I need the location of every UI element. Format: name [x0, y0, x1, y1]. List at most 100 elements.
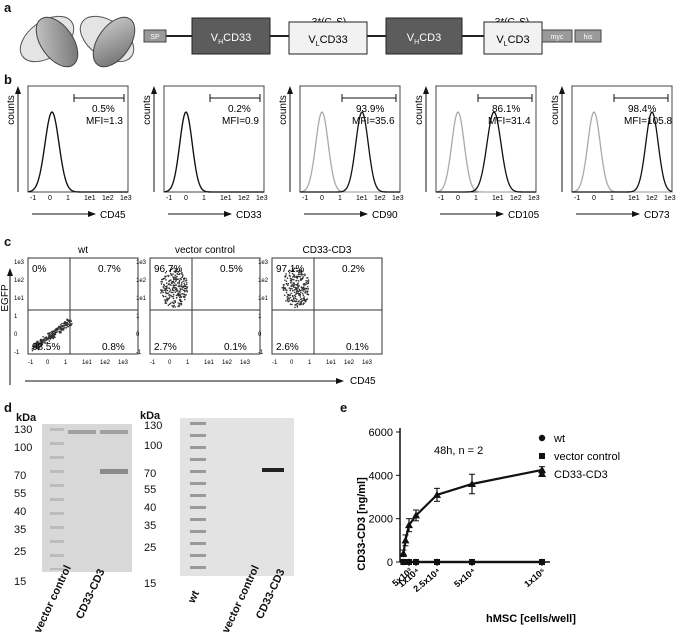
- kda-marker: 15: [14, 576, 27, 588]
- gel1-kda-label: kDa: [16, 412, 37, 424]
- kda-marker: 130: [14, 424, 33, 436]
- tick-label: 0: [168, 360, 172, 366]
- tick-label: -1: [302, 195, 308, 202]
- counts-axis-label: counts: [550, 95, 561, 124]
- dotplot-title: wt: [77, 245, 88, 256]
- tick-label: 1e1: [204, 360, 215, 366]
- his-label: his: [584, 34, 593, 41]
- tick-label: 1e1: [84, 195, 96, 202]
- tick-label: 1e1: [82, 360, 93, 366]
- tick-label: 0: [258, 332, 262, 338]
- tick-label: 1: [14, 314, 18, 320]
- point-triangle: [399, 549, 408, 557]
- tick-label: 1: [64, 360, 68, 366]
- tick-label: 1e2: [646, 195, 658, 202]
- dotplot-title: CD33-CD3: [303, 245, 352, 256]
- tick-label: 1: [308, 360, 312, 366]
- panel-label-b: b: [4, 72, 12, 87]
- point-triangle: [405, 521, 413, 529]
- myc-label: myc: [551, 34, 564, 41]
- vl-cd3-label: VLCD3: [496, 34, 529, 48]
- sp-segment: [143, 29, 167, 43]
- gate-mfi: MFI=1.3: [86, 116, 123, 127]
- chart-ylabel: CD33-CD3 [ng/ml]: [356, 477, 368, 571]
- gate-percent: 93.9%: [356, 104, 384, 115]
- elisa-chart: CD33-CD3 [ng/ml] hMSC [cells/well] 48h, …: [356, 427, 620, 625]
- tick-label: 0: [46, 360, 50, 366]
- dotplot-row: EGFP CD45 wt 0% 0.7% 98.5% 0.8% -1 0 1 1e1 1e2 1e3…: [0, 245, 383, 387]
- antibody-schematic-icon: [19, 15, 136, 68]
- tick-label: -1: [30, 195, 36, 202]
- gate-percent: 0.5%: [92, 104, 115, 115]
- kda-marker: 70: [14, 470, 27, 482]
- tick-label: 1e2: [344, 360, 355, 366]
- tick-label: -1: [272, 360, 278, 366]
- quadrant-ll: 2.7%: [154, 342, 177, 353]
- tick-label: 1e3: [392, 195, 404, 202]
- tick-label: 1: [338, 195, 342, 202]
- kda-marker: 35: [14, 524, 27, 536]
- tick-label: 1: [136, 314, 140, 320]
- counts-axis-label: counts: [6, 95, 17, 124]
- tick-label: -1: [14, 350, 20, 356]
- dotplot-title: vector control: [175, 245, 235, 256]
- tick-label: -1: [438, 195, 444, 202]
- tick-label: 1e1: [628, 195, 640, 202]
- tick-label: 1e1: [356, 195, 368, 202]
- tick-label: 0: [136, 332, 140, 338]
- gate-mfi: MFI=105.8: [624, 116, 673, 127]
- tick-label: 1e1: [326, 360, 337, 366]
- legend-label: CD33-CD3: [554, 469, 608, 481]
- chart-annotation: 48h, n = 2: [434, 445, 483, 457]
- counts-axis-label: counts: [142, 95, 153, 124]
- tick-label: 1e3: [362, 360, 373, 366]
- tick-label: 1: [258, 314, 262, 320]
- kda-marker: 15: [144, 578, 157, 590]
- tick-label: 1: [186, 360, 190, 366]
- point-square: [469, 559, 475, 565]
- tick-label: 0: [14, 332, 18, 338]
- histogram-cd45: counts -1 0 1 1e1 1e2 1e3 0.5%MFI=1.3 CD45: [6, 85, 132, 221]
- y-tick-label: 0: [387, 557, 393, 569]
- tick-label: 1: [610, 195, 614, 202]
- point-triangle: [401, 536, 410, 544]
- tick-label: 1e3: [664, 195, 676, 202]
- tick-label: 1e3: [240, 360, 251, 366]
- vl-cd3-box: [483, 21, 543, 55]
- tick-label: 0: [48, 195, 52, 202]
- vh-cd33-box: [191, 17, 271, 55]
- myc-segment: [541, 29, 573, 43]
- histogram-cd105: counts -1 0 1 1e1 1e2 1e3 86.1%MFI=31.4 CD105: [414, 85, 540, 221]
- kda-marker: 35: [144, 520, 157, 532]
- gel1-image: [42, 424, 132, 572]
- gate-percent: 98.4%: [628, 104, 656, 115]
- tick-label: -1: [258, 350, 264, 356]
- quadrant-ul: 96.7%: [154, 264, 182, 275]
- cd45-axis-label: CD45: [350, 376, 376, 387]
- histogram-curve: [300, 111, 400, 193]
- point-triangle: [433, 490, 441, 498]
- tick-label: -1: [28, 360, 34, 366]
- tick-label: 1e2: [222, 360, 233, 366]
- point-triangle: [412, 511, 420, 519]
- marker-label: CD45: [100, 210, 126, 221]
- histogram-curve: [572, 111, 673, 193]
- histogram-row: counts -1 0 1 1e1 1e2 1e3 0.5% MFI=1.3 CD45 counts…: [0, 80, 685, 225]
- kda-marker: 55: [144, 484, 157, 496]
- histogram-curve: [163, 111, 264, 193]
- dotplot-3: CD33-CD3 97.1% 0.2% 2.6% 0.1% -1 0 1 1e1 1e2 1e3 1e…: [258, 245, 383, 366]
- marker-label: CD105: [508, 210, 540, 221]
- x-tick-label: 1x10⁵: [522, 566, 547, 589]
- vl-cd33-label: VLCD33: [308, 34, 347, 48]
- kda-marker: 40: [14, 506, 27, 518]
- gel2-image: [180, 418, 294, 576]
- his-segment: [574, 29, 602, 43]
- y-tick-label: 2000: [369, 514, 393, 526]
- tick-label: 1e1: [492, 195, 504, 202]
- chart-xlabel: hMSC [cells/well]: [486, 613, 576, 625]
- quadrant-lr: 0.1%: [346, 342, 369, 353]
- tick-label: 1e3: [528, 195, 540, 202]
- gate-mfi: MFI=35.6: [352, 116, 395, 127]
- quadrant-ur: 0.2%: [342, 264, 365, 275]
- tick-label: 1e3: [136, 260, 147, 266]
